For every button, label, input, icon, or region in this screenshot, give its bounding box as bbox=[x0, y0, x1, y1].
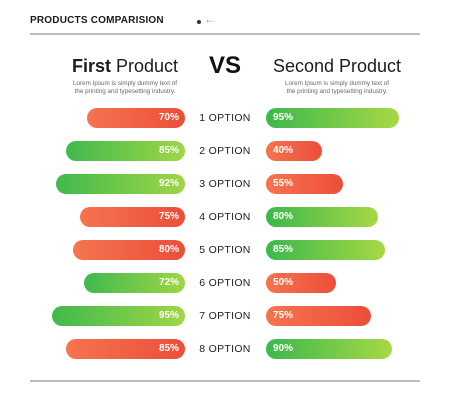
first-product-bar: 95% bbox=[52, 306, 185, 326]
first-product-bar: 72% bbox=[84, 273, 185, 293]
second-product-value: 40% bbox=[273, 145, 294, 156]
second-product-value: 75% bbox=[273, 310, 294, 321]
first-product-bar: 85% bbox=[66, 141, 185, 161]
second-product-bar: 95% bbox=[266, 108, 399, 128]
vs-label: VS bbox=[208, 52, 241, 79]
first-product-header: First Product Lorem Ipsum is simply dumm… bbox=[60, 55, 190, 96]
first-product-title: First Product bbox=[60, 55, 190, 77]
page-title: PRODUCTS COMPARISION bbox=[30, 15, 164, 26]
first-desc-line1: Lorem Ipsum is simply dummy text of bbox=[73, 80, 177, 87]
second-product-bar: 40% bbox=[266, 141, 322, 161]
second-product-value: 85% bbox=[273, 244, 294, 255]
first-product-description: Lorem Ipsum is simply dummy text of the … bbox=[60, 80, 190, 96]
first-product-value: 85% bbox=[158, 145, 179, 156]
first-product-bar: 85% bbox=[66, 339, 185, 359]
top-divider bbox=[30, 33, 420, 35]
first-desc-line2: the printing and typesetting industry. bbox=[74, 88, 176, 95]
option-label: 7 OPTION bbox=[199, 310, 251, 322]
option-label: 8 OPTION bbox=[199, 343, 251, 355]
second-product-value: 80% bbox=[273, 211, 294, 222]
first-product-bar: 92% bbox=[56, 174, 185, 194]
top-header: PRODUCTS COMPARISION ← bbox=[30, 12, 420, 35]
option-label: 2 OPTION bbox=[199, 145, 251, 157]
second-desc-line2: the printing and typesetting industry. bbox=[286, 88, 388, 95]
first-product-value: 95% bbox=[158, 310, 179, 321]
first-product-value: 70% bbox=[158, 112, 179, 123]
first-product-value: 92% bbox=[158, 178, 179, 189]
second-product-bar: 90% bbox=[266, 339, 392, 359]
arrow-left-icon: ← bbox=[204, 12, 216, 26]
second-desc-line1: Lorem Ipsum is simply dummy text of bbox=[285, 80, 389, 87]
dot-icon bbox=[197, 20, 201, 24]
first-product-value: 75% bbox=[158, 211, 179, 222]
second-product-bar: 85% bbox=[266, 240, 385, 260]
bottom-divider bbox=[30, 380, 420, 382]
option-label: 5 OPTION bbox=[199, 244, 251, 256]
first-product-bar: 75% bbox=[80, 207, 185, 227]
first-product-title-bold: First bbox=[71, 56, 111, 76]
second-product-value: 90% bbox=[273, 343, 294, 354]
second-product-header: Second Product Lorem Ipsum is simply dum… bbox=[262, 55, 412, 96]
option-label: 6 OPTION bbox=[199, 277, 251, 289]
first-product-value: 72% bbox=[158, 277, 179, 288]
second-product-bar: 50% bbox=[266, 273, 336, 293]
first-product-bar: 80% bbox=[73, 240, 185, 260]
second-product-title: Second Product bbox=[272, 56, 402, 76]
option-label: 1 OPTION bbox=[199, 112, 251, 124]
first-product-value: 80% bbox=[158, 244, 179, 255]
option-label: 4 OPTION bbox=[199, 211, 251, 223]
second-product-description: Lorem Ipsum is simply dummy text of the … bbox=[262, 80, 412, 96]
second-product-value: 55% bbox=[273, 178, 294, 189]
second-product-value: 95% bbox=[273, 112, 294, 123]
option-label: 3 OPTION bbox=[199, 178, 251, 190]
second-product-value: 50% bbox=[273, 277, 294, 288]
second-product-bar: 55% bbox=[266, 174, 343, 194]
first-product-title-rest: Product bbox=[115, 56, 179, 76]
second-product-bar: 75% bbox=[266, 306, 371, 326]
first-product-bar: 70% bbox=[87, 108, 185, 128]
first-product-value: 85% bbox=[158, 343, 179, 354]
second-product-bar: 80% bbox=[266, 207, 378, 227]
